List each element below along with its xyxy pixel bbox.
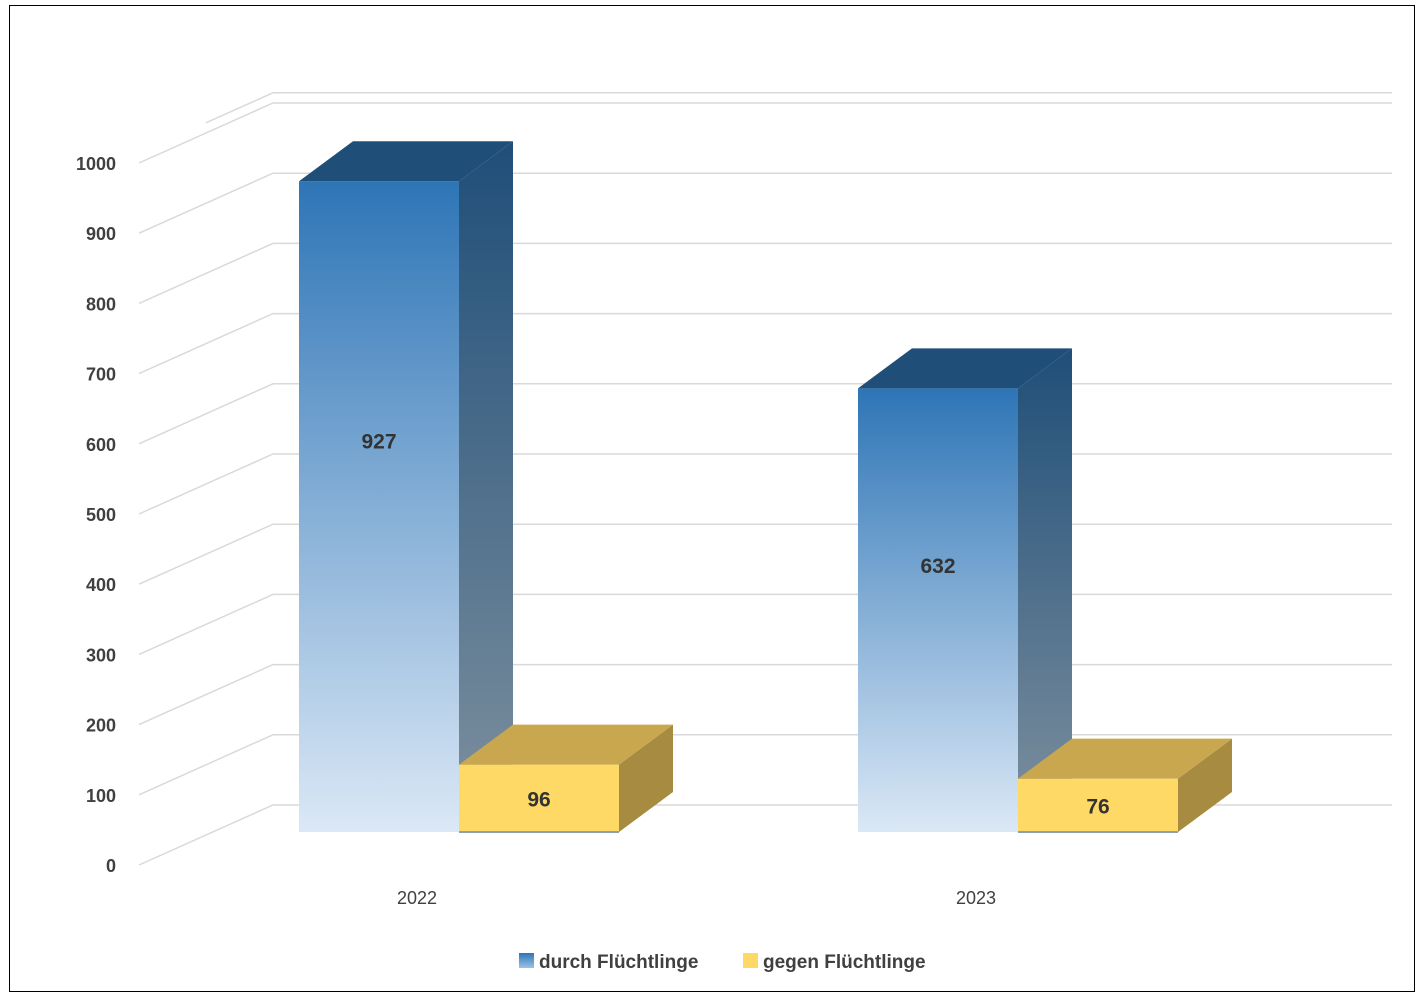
y-tick-label: 600 [86, 435, 116, 455]
gridline [138, 242, 1392, 305]
x-category-label: 2022 [397, 888, 437, 908]
data-label-durch: 632 [920, 555, 955, 578]
chart-frame [9, 5, 1415, 992]
legend-label-durch: durch Flüchtlinge [539, 952, 698, 973]
legend-label-gegen: gegen Flüchtlinge [763, 952, 926, 973]
data-label-gegen: 76 [1086, 795, 1109, 818]
bar-gegen-side [619, 724, 673, 832]
y-tick-label: 900 [86, 224, 116, 244]
bar-durch-top [299, 141, 513, 182]
bar-gegen-side [1178, 738, 1232, 832]
y-tick-label: 300 [86, 645, 116, 665]
gridline [138, 312, 1392, 375]
gridline [205, 92, 1392, 124]
bar-durch [299, 181, 459, 833]
legend-swatch-durch [519, 953, 534, 968]
y-tick-label: 400 [86, 575, 116, 595]
data-label-gegen: 96 [527, 788, 550, 811]
gridline [138, 172, 1392, 234]
y-tick-label: 100 [86, 786, 116, 806]
bars [299, 141, 1232, 833]
gridline [138, 102, 1392, 164]
y-tick-label: 800 [86, 294, 116, 314]
y-tick-label: 200 [86, 716, 116, 736]
bar-gegen-top [1018, 738, 1232, 779]
y-tick-label: 500 [86, 505, 116, 525]
bar-durch-side [459, 141, 513, 833]
bar-durch-top [858, 348, 1072, 389]
data-label-durch: 927 [361, 431, 396, 454]
x-axis-categories: 2022 2023 [397, 888, 996, 908]
bar-durch [858, 388, 1018, 832]
bar-gegen [1018, 778, 1178, 832]
bar-gegen [459, 764, 619, 832]
legend: durch Flüchtlinge gegen Flüchtlinge [519, 952, 926, 973]
y-tick-label: 1000 [76, 154, 116, 174]
y-tick-label: 700 [86, 365, 116, 385]
bar-durch-side [1018, 348, 1072, 832]
legend-swatch-gegen [743, 953, 758, 968]
y-axis-ticks: 0 100 200 300 400 500 600 700 800 900 1000 [76, 154, 116, 876]
x-category-label: 2023 [956, 888, 996, 908]
y-tick-label: 0 [106, 856, 116, 876]
data-labels: 927 96 632 76 [361, 431, 1109, 819]
bar-gegen-top [459, 724, 673, 765]
